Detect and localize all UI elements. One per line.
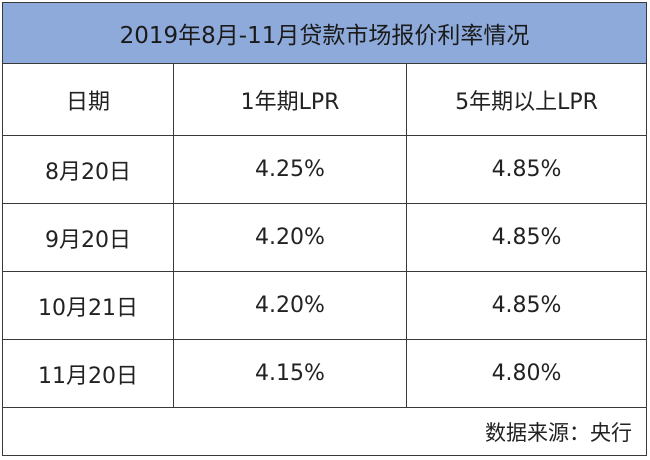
cell-5y-lpr: 4.85% — [405, 203, 648, 272]
cell-1y-lpr: 4.20% — [173, 271, 407, 340]
table-row: 8月20日 4.25% 4.85% — [2, 135, 648, 204]
table-title: 2019年8月-11月贷款市场报价利率情况 — [1, 2, 648, 64]
table-title-row: 2019年8月-11月贷款市场报价利率情况 — [1, 2, 648, 64]
cell-date: 9月20日 — [2, 203, 174, 272]
table-row: 9月20日 4.20% 4.85% — [2, 203, 648, 272]
cell-5y-lpr: 4.85% — [405, 135, 648, 204]
cell-date: 11月20日 — [2, 339, 174, 408]
column-header-5y-lpr: 5年期以上LPR — [405, 63, 648, 136]
data-source-note: 数据来源：央行 — [1, 407, 648, 456]
cell-5y-lpr: 4.85% — [405, 271, 648, 340]
cell-date: 10月21日 — [2, 271, 174, 340]
column-header-row: 日期 1年期LPR 5年期以上LPR — [2, 63, 648, 136]
table-row: 11月20日 4.15% 4.80% — [2, 339, 648, 408]
cell-5y-lpr: 4.80% — [405, 339, 648, 408]
cell-date: 8月20日 — [2, 135, 174, 204]
column-header-date: 日期 — [2, 63, 174, 136]
table-row: 10月21日 4.20% 4.85% — [2, 271, 648, 340]
cell-1y-lpr: 4.20% — [173, 203, 407, 272]
cell-1y-lpr: 4.25% — [173, 135, 407, 204]
column-header-1y-lpr: 1年期LPR — [173, 63, 407, 136]
cell-1y-lpr: 4.15% — [173, 339, 407, 408]
source-row: 数据来源：央行 — [1, 407, 648, 456]
